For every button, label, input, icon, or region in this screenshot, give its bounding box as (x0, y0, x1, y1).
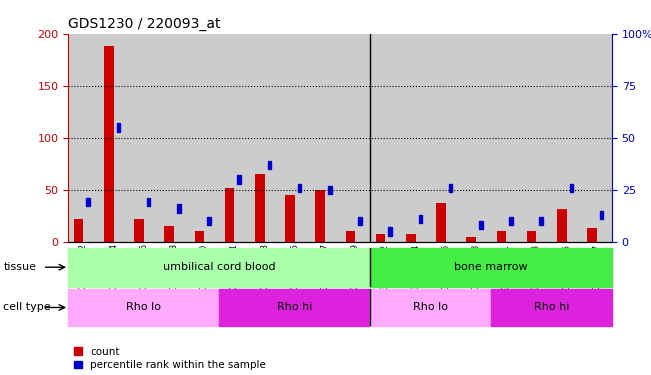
Bar (449, 184, 452, 192)
Bar (466, 237, 476, 242)
Bar (400, 34, 431, 242)
Bar (207, 217, 211, 225)
Bar (104, 46, 114, 242)
Bar (74, 219, 83, 242)
Bar (225, 188, 234, 242)
Bar (551, 34, 582, 242)
Bar (370, 34, 400, 242)
Bar (280, 34, 310, 242)
Bar (389, 227, 392, 236)
Bar (340, 34, 370, 242)
Text: Rho hi: Rho hi (277, 303, 312, 312)
Bar (557, 209, 566, 242)
Bar (461, 34, 491, 242)
Bar (298, 184, 301, 192)
Bar (177, 204, 181, 213)
Bar (98, 34, 129, 242)
Bar (376, 234, 385, 242)
Text: Rho hi: Rho hi (534, 303, 569, 312)
Bar (527, 231, 536, 242)
Bar (117, 123, 120, 132)
Bar (491, 289, 612, 326)
Bar (479, 221, 482, 230)
Text: bone marrow: bone marrow (454, 262, 528, 272)
Bar (285, 195, 295, 242)
Text: umbilical cord blood: umbilical cord blood (163, 262, 275, 272)
Bar (370, 248, 612, 287)
Bar (540, 217, 543, 225)
Bar (358, 217, 362, 225)
Bar (310, 34, 340, 242)
Bar (159, 34, 189, 242)
Bar (570, 184, 574, 192)
Bar (491, 34, 521, 242)
Text: tissue: tissue (3, 262, 36, 272)
Text: Rho lo: Rho lo (413, 303, 449, 312)
Bar (582, 34, 612, 242)
Legend: count, percentile rank within the sample: count, percentile rank within the sample (74, 346, 266, 370)
Bar (68, 289, 219, 326)
Bar (68, 248, 370, 287)
Bar (134, 219, 144, 242)
Bar (238, 175, 241, 184)
Bar (249, 34, 280, 242)
Bar (219, 289, 370, 326)
Text: Rho lo: Rho lo (126, 303, 161, 312)
Bar (600, 211, 603, 219)
Bar (189, 34, 219, 242)
Bar (219, 34, 249, 242)
Bar (346, 231, 355, 242)
Bar (129, 34, 159, 242)
Bar (509, 217, 513, 225)
Bar (406, 234, 415, 242)
Bar (497, 231, 506, 242)
Bar (147, 198, 150, 207)
Bar (436, 203, 446, 242)
Bar (328, 186, 332, 194)
Bar (255, 174, 265, 242)
Bar (315, 190, 325, 242)
Bar (419, 215, 422, 223)
Bar (68, 34, 98, 242)
Bar (370, 289, 491, 326)
Text: cell type: cell type (3, 303, 51, 312)
Bar (587, 228, 597, 242)
Bar (195, 231, 204, 242)
Text: GDS1230 / 220093_at: GDS1230 / 220093_at (68, 17, 221, 32)
Bar (431, 34, 461, 242)
Bar (165, 226, 174, 242)
Bar (268, 161, 271, 169)
Bar (87, 198, 90, 207)
Bar (521, 34, 551, 242)
